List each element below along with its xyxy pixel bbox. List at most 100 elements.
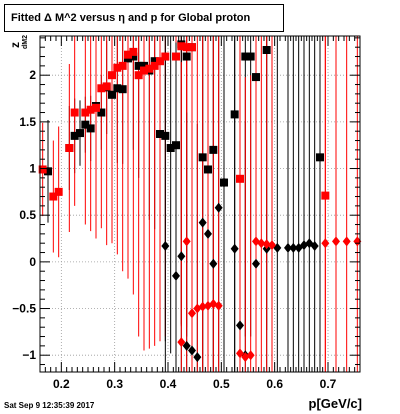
chart-title: Fitted Δ M^2 versus η and p for Global p… bbox=[4, 4, 284, 32]
y-tick-label: 0 bbox=[29, 255, 36, 269]
data-point bbox=[156, 57, 164, 66]
data-point bbox=[177, 42, 186, 51]
data-point bbox=[262, 46, 271, 54]
data-point bbox=[321, 238, 330, 249]
data-point bbox=[54, 187, 63, 196]
y-axis-label: z dM2 bbox=[8, 35, 32, 76]
data-point bbox=[198, 217, 207, 228]
y-axis-label-subscript: dM2 bbox=[22, 35, 29, 49]
data-point bbox=[102, 82, 111, 91]
data-point bbox=[161, 131, 170, 140]
data-point bbox=[353, 236, 362, 247]
data-point bbox=[252, 73, 260, 82]
data-point bbox=[209, 258, 218, 269]
data-point bbox=[86, 105, 95, 114]
data-point bbox=[332, 236, 340, 247]
markers bbox=[38, 40, 362, 363]
data-point bbox=[236, 348, 244, 359]
data-point bbox=[65, 144, 74, 152]
data-point bbox=[316, 153, 324, 162]
x-tick-label: 0.6 bbox=[266, 377, 283, 391]
x-tick-label: 0.7 bbox=[320, 377, 337, 391]
x-tick-label: 0.5 bbox=[213, 377, 230, 391]
data-point bbox=[161, 52, 170, 61]
data-point bbox=[182, 43, 191, 52]
data-point bbox=[321, 191, 330, 200]
data-point bbox=[230, 243, 239, 254]
data-point bbox=[220, 177, 228, 188]
data-point bbox=[70, 108, 79, 117]
data-point bbox=[76, 129, 84, 138]
data-point bbox=[204, 228, 212, 239]
x-axis-label: p[GeV/c] bbox=[308, 396, 362, 411]
data-point bbox=[108, 71, 116, 80]
data-point bbox=[70, 131, 79, 140]
y-tick-label: 1.5 bbox=[19, 115, 36, 129]
data-point bbox=[44, 167, 52, 176]
data-point bbox=[113, 84, 122, 93]
data-point bbox=[108, 90, 116, 99]
y-axis-label-main: z bbox=[8, 42, 22, 48]
data-point bbox=[166, 144, 175, 152]
axis-ticks: 0.2 0.3 0.4 0.5 0.6 0.7 −1 −0.5 0 0.5 1 1.5 2 bbox=[12, 36, 361, 391]
plot-frame bbox=[39, 35, 361, 373]
data-point bbox=[86, 124, 95, 133]
data-point bbox=[124, 50, 132, 59]
data-point bbox=[92, 103, 100, 112]
data-point bbox=[214, 300, 223, 311]
data-point bbox=[214, 202, 223, 213]
x-tick-label: 0.4 bbox=[160, 377, 177, 391]
data-point bbox=[188, 345, 196, 356]
data-point bbox=[156, 130, 164, 138]
data-point bbox=[246, 350, 255, 361]
data-point bbox=[188, 308, 196, 319]
data-point bbox=[134, 61, 143, 70]
y-tick-label: 0.5 bbox=[19, 208, 36, 222]
data-point bbox=[129, 47, 138, 56]
data-point bbox=[182, 340, 191, 351]
data-point bbox=[140, 61, 148, 70]
data-point bbox=[252, 258, 260, 269]
data-point bbox=[257, 238, 266, 249]
data-point bbox=[145, 64, 154, 73]
data-point bbox=[204, 165, 212, 174]
data-point bbox=[188, 43, 196, 52]
data-point bbox=[198, 153, 207, 162]
error-bars bbox=[42, 36, 358, 372]
data-point bbox=[81, 108, 90, 117]
data-point bbox=[236, 174, 244, 183]
data-point bbox=[236, 320, 244, 331]
data-point bbox=[172, 52, 180, 61]
x-tick-label: 0.3 bbox=[106, 377, 123, 391]
grid-layer bbox=[40, 36, 360, 372]
data-point bbox=[177, 251, 186, 262]
y-tick-label: 1 bbox=[29, 162, 36, 176]
data-point bbox=[134, 71, 143, 80]
data-point bbox=[209, 145, 218, 154]
data-point bbox=[342, 236, 351, 247]
data-point bbox=[289, 242, 298, 253]
data-point bbox=[150, 61, 159, 70]
data-point bbox=[129, 52, 138, 61]
data-point bbox=[230, 110, 239, 119]
timestamp: Sat Sep 9 12:35:39 2017 bbox=[4, 401, 95, 410]
data-point bbox=[81, 120, 90, 129]
y-tick-label: −0.5 bbox=[12, 302, 36, 316]
data-point bbox=[182, 236, 191, 247]
data-point bbox=[198, 301, 207, 312]
y-tick-label: −1 bbox=[22, 348, 36, 362]
x-tick-label: 0.2 bbox=[53, 377, 70, 391]
data-point bbox=[193, 352, 202, 363]
data-point bbox=[246, 52, 255, 61]
data-point bbox=[38, 165, 47, 174]
data-point bbox=[262, 239, 271, 250]
data-point bbox=[118, 85, 127, 94]
data-point bbox=[150, 57, 159, 66]
data-point bbox=[97, 108, 106, 117]
data-point bbox=[97, 84, 106, 93]
data-point bbox=[268, 240, 276, 251]
data-point bbox=[241, 52, 250, 61]
data-point bbox=[118, 61, 127, 70]
data-point bbox=[172, 141, 180, 150]
